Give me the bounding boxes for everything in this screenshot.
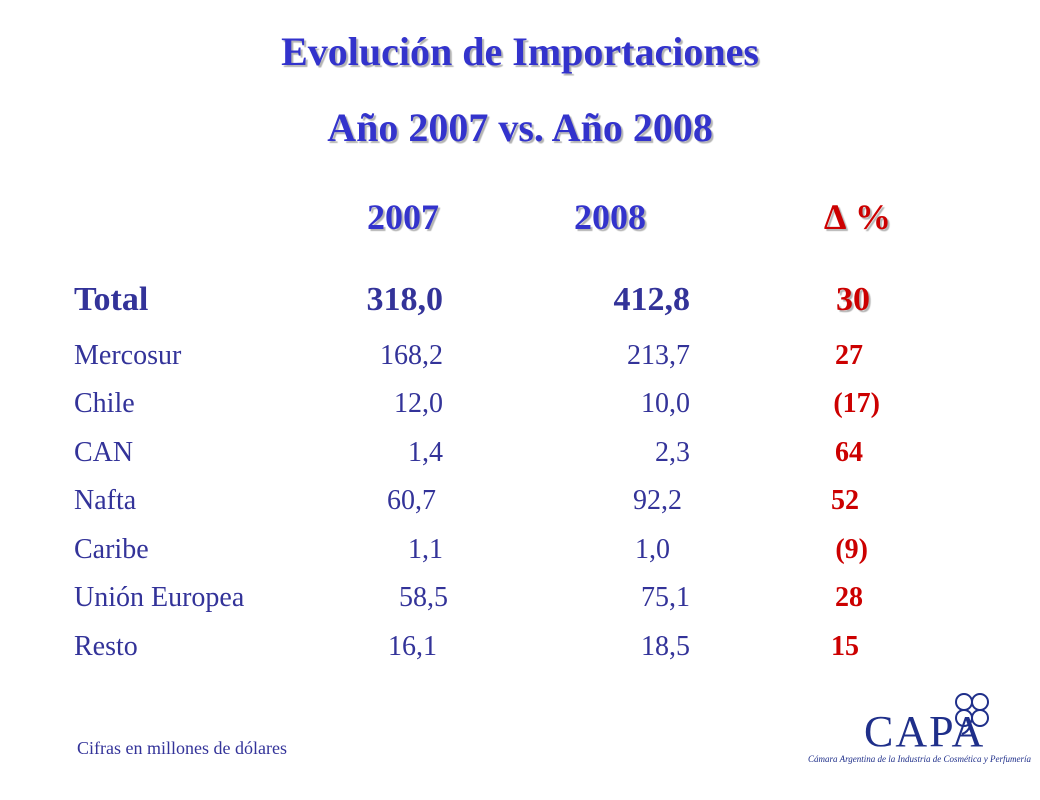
value-2007: 58,5	[399, 582, 448, 613]
value-2007: 1,4	[408, 437, 443, 468]
value-2008: 213,7	[627, 340, 690, 371]
page-subtitle: Año 2007 vs. Año 2008	[327, 105, 713, 150]
value-delta: 15	[831, 631, 859, 662]
value-2008: 10,0	[641, 388, 690, 419]
flower-icon	[955, 693, 989, 735]
value-delta: 27	[835, 340, 863, 371]
value-2007: 318,0	[366, 281, 444, 318]
table-row: CAN 1,4 2,3 64	[0, 437, 1040, 481]
value-2008: 75,1	[641, 582, 690, 613]
value-delta: (9)	[835, 534, 868, 565]
table-row: Nafta 60,7 92,2 52	[0, 485, 1040, 529]
column-header-delta-percent: ∆ %	[824, 197, 892, 237]
row-label: Unión Europea	[74, 582, 245, 613]
value-delta: 52	[831, 485, 859, 516]
value-delta: 28	[835, 582, 863, 613]
row-label: Chile	[74, 388, 135, 419]
value-2007: 16,1	[388, 631, 437, 662]
page-title: Evolución de Importaciones	[281, 29, 759, 74]
row-label: Mercosur	[74, 340, 182, 371]
row-label: Resto	[74, 631, 138, 662]
value-2008: 2,3	[655, 437, 690, 468]
row-label: Caribe	[74, 534, 149, 565]
row-label: CAN	[74, 437, 134, 468]
table-row: Mercosur 168,2 213,7 27	[0, 340, 1040, 384]
row-label: Total	[74, 281, 149, 318]
value-2007: 1,1	[408, 534, 443, 565]
value-2008: 92,2	[633, 485, 682, 516]
value-2007: 168,2	[380, 340, 443, 371]
table-row: Resto 16,1 18,5 15	[0, 631, 1040, 675]
value-delta: 30	[836, 281, 870, 318]
logo-wordmark: CAPA	[864, 707, 986, 756]
column-header-2008: 2008	[574, 197, 646, 237]
value-2007: 60,7	[387, 485, 436, 516]
table-row: Unión Europea 58,5 75,1 28	[0, 582, 1040, 626]
units-note: Cifras en millones de dólares	[77, 738, 287, 758]
logo-caption: Cámara Argentina de la Industria de Cosm…	[808, 754, 1031, 764]
value-2008: 18,5	[641, 631, 690, 662]
table-row: Caribe 1,1 1,0 (9)	[0, 534, 1040, 578]
table-row: Chile 12,0 10,0 (17)	[0, 388, 1040, 432]
capa-logo: CAPA Cámara Argentina de la Industria de…	[800, 690, 1040, 780]
row-label: Nafta	[74, 485, 137, 516]
value-2008: 1,0	[635, 534, 670, 565]
value-2008: 412,8	[613, 281, 691, 318]
value-delta: 64	[835, 437, 863, 468]
value-2007: 12,0	[394, 388, 443, 419]
value-delta: (17)	[833, 388, 880, 419]
column-header-2007: 2007	[367, 197, 439, 237]
table-row-total: Total 318,0 412,8 30	[0, 281, 1040, 325]
